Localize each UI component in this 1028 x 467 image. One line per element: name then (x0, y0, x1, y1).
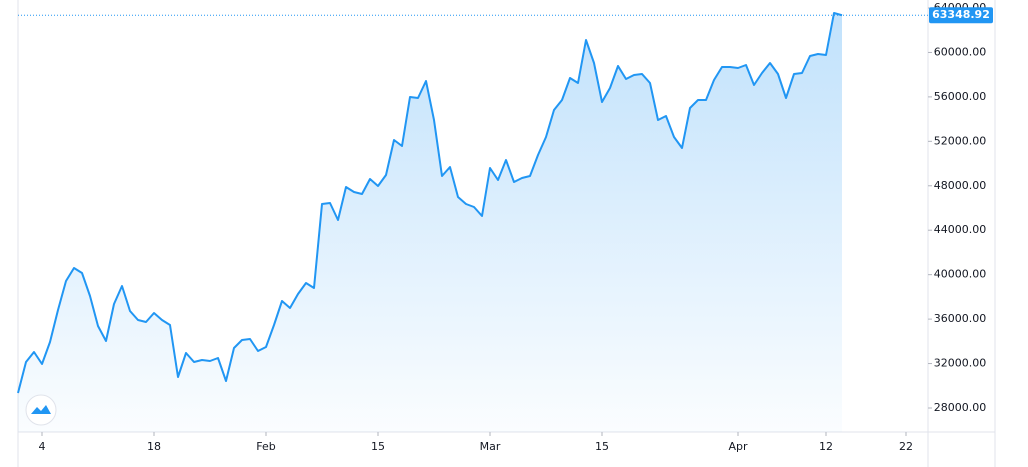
y-tick-label: 32000.00 (934, 357, 987, 370)
y-tick-label: 40000.00 (934, 268, 987, 281)
logo-circle[interactable] (25, 394, 57, 426)
y-tick-label: 60000.00 (934, 45, 987, 58)
logo[interactable] (25, 394, 57, 426)
y-tick-label: 36000.00 (934, 312, 987, 325)
price-line (17, 12, 843, 394)
y-tick-label: 48000.00 (934, 179, 987, 192)
x-tick-label: 12 (819, 440, 833, 453)
x-tick-label: Feb (256, 440, 275, 453)
x-tick-label: 18 (147, 440, 161, 453)
x-tick-label: 15 (371, 440, 385, 453)
y-tick-label: 44000.00 (934, 223, 987, 236)
x-tick-label: Mar (480, 440, 501, 453)
x-tick-label: 4 (39, 440, 46, 453)
logo-icon[interactable] (31, 405, 51, 414)
area (18, 13, 842, 432)
x-tick-label: 15 (595, 440, 609, 453)
x-tick-label: Apr (728, 440, 748, 453)
y-tick-label: 56000.00 (934, 90, 987, 103)
last-price-box (929, 7, 993, 24)
plot: 28000.00 32000.00 36000.00 40000.00 44000.00… (17, 1, 993, 453)
last-price-label: 63348.92 (932, 8, 990, 21)
x-tick-label: 22 (899, 440, 913, 453)
y-tick-label: 52000.00 (934, 134, 987, 147)
y-tick-label: 28000.00 (934, 401, 987, 414)
